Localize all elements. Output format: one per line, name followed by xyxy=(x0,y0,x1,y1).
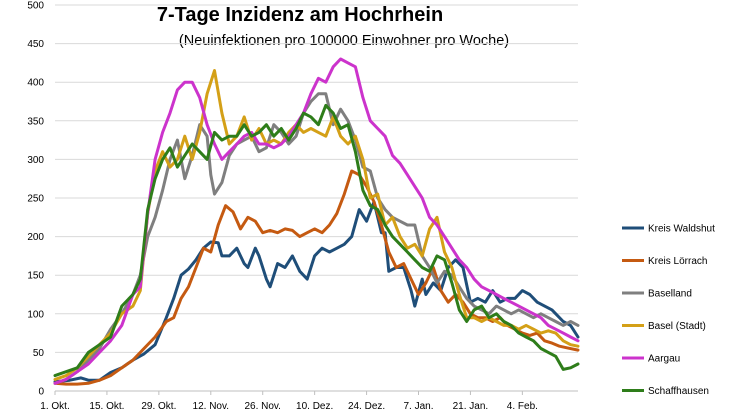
x-tick-label: 26. Nov. xyxy=(244,401,281,412)
series-line xyxy=(53,92,580,385)
x-tick-label: 1. Okt. xyxy=(40,401,69,412)
legend-label: Kreis Lörrach xyxy=(648,256,707,267)
x-tick-label: 12. Nov. xyxy=(193,401,230,412)
y-tick-label: 500 xyxy=(27,1,44,12)
series-line xyxy=(53,69,580,381)
y-tick-label: 0 xyxy=(38,387,44,398)
legend-label: Aargau xyxy=(648,354,680,365)
x-tick-label: 10. Dez. xyxy=(296,401,333,412)
x-tick-label: 7. Jan. xyxy=(403,401,433,412)
series-lines xyxy=(53,57,580,386)
series-line xyxy=(53,57,580,385)
x-axis-ticks: 1. Okt. 15. Okt. 29. Okt. 12. Nov. 26. Nov. 1… xyxy=(40,391,538,412)
y-tick-label: 200 xyxy=(27,232,44,243)
legend-label: Baselland xyxy=(648,289,692,300)
y-tick-label: 400 xyxy=(27,78,44,89)
series-line xyxy=(53,200,580,384)
y-tick-label: 100 xyxy=(27,309,44,320)
y-tick-label: 450 xyxy=(27,39,44,50)
legend-label: Schaffhausen xyxy=(648,386,709,397)
y-axis-ticks: 0 50 100 150 200 250 300 350 400 450 500 xyxy=(27,1,44,398)
x-tick-label: 29. Okt. xyxy=(141,401,176,412)
chart-title: 7-Tage Inzidenz am Hochrhein xyxy=(157,4,443,26)
gridlines xyxy=(55,4,578,392)
x-tick-label: 4. Feb. xyxy=(507,401,538,412)
y-tick-label: 150 xyxy=(27,271,44,282)
legend-label: Kreis Waldshut xyxy=(648,224,715,235)
x-tick-label: 21. Jan. xyxy=(453,401,489,412)
legend: Kreis Waldshut Kreis Lörrach Baselland Base… xyxy=(622,224,715,397)
y-tick-label: 50 xyxy=(33,348,45,359)
legend-label: Basel (Stadt) xyxy=(648,321,706,332)
y-tick-label: 300 xyxy=(27,155,44,166)
y-tick-label: 350 xyxy=(27,116,44,127)
series-line xyxy=(53,103,580,378)
x-tick-label: 24. Dez. xyxy=(348,401,385,412)
chart-subtitle: (Neuinfektionen pro 100000 Einwohner pro… xyxy=(179,33,509,49)
x-tick-label: 15. Okt. xyxy=(89,401,124,412)
y-tick-label: 250 xyxy=(27,194,44,205)
